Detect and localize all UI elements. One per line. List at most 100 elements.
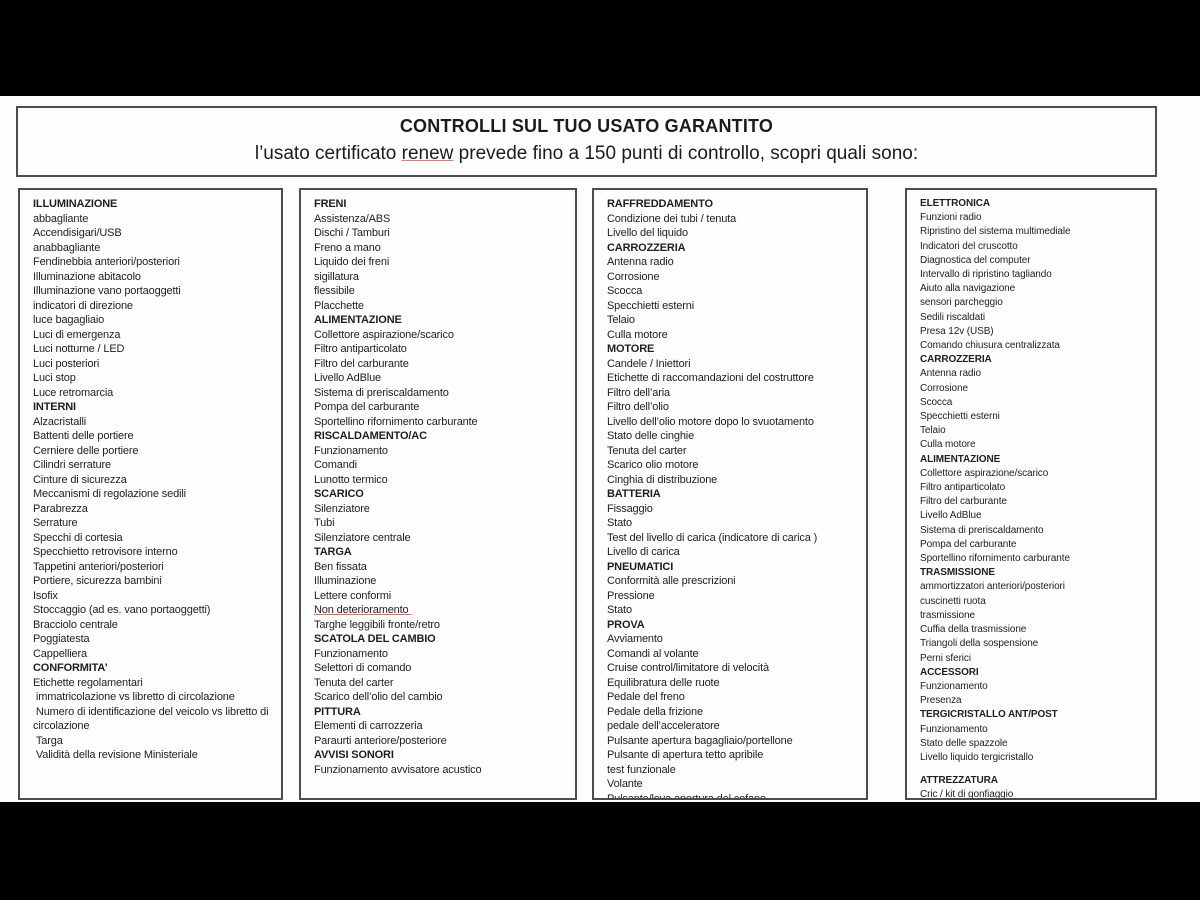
checklist-item: Sportellino rifornimento carburante — [314, 415, 478, 428]
checklist-item: Funzionamento — [920, 723, 988, 735]
checklist-item: Cilindri serrature — [33, 459, 111, 471]
checklist-item: Ben fissata — [314, 560, 367, 573]
section-header: SCARICO — [314, 488, 364, 500]
checklist-column-3: RAFFREDDAMENTO Condizione dei tubi / tenu… — [592, 188, 868, 800]
checklist-item: Filtro antiparticolato — [314, 343, 407, 355]
checklist-item: Filtro del carburante — [920, 496, 1007, 508]
checklist-item: flessibile — [314, 285, 355, 297]
checklist-item: Livello liquido tergicristallo — [920, 751, 1034, 763]
checklist-item: Corrosione — [607, 270, 660, 283]
checklist-item: Presa 12v (USB) — [920, 325, 994, 337]
checklist-item: Stato delle cinghie — [607, 430, 695, 442]
checklist-item: Placchette — [314, 299, 364, 312]
checklist-item: Culla motore — [607, 328, 668, 341]
section-header: TRASMISSIONE — [920, 567, 995, 579]
checklist-item: Pompa del carburante — [920, 538, 1017, 550]
checklist-item: Candele / Iniettori — [607, 357, 691, 370]
section-header: RISCALDAMENTO/AC — [314, 430, 427, 442]
checklist-item: trasmissione — [920, 609, 975, 621]
section-header: ALIMENTAZIONE — [920, 453, 1001, 465]
checklist-item: Pedale del freno — [607, 691, 685, 703]
checklist-item: Cric / kit di gonfiaggio — [920, 789, 1014, 800]
section-header: CARROZZERIA — [607, 241, 686, 254]
checklist-item: Sistema di preriscaldamento — [314, 386, 449, 399]
section-header: TARGA — [314, 546, 352, 558]
checklist-item: Luci stop — [33, 372, 76, 384]
checklist-item: Collettore aspirazione/scarico — [314, 328, 454, 341]
checklist-item: abbagliante — [33, 212, 89, 225]
checklist-item: Liquido dei freni — [314, 256, 390, 268]
section-header: FRENI — [314, 198, 347, 210]
section-header: ELETTRONICA — [920, 198, 991, 209]
checklist-item: Funzionamento — [314, 647, 388, 660]
checklist-item: Luci di emergenza — [33, 328, 121, 341]
checklist-item: anabbagliante — [33, 241, 101, 254]
checklist-item: Tappetini anteriori/posteriori — [33, 560, 164, 573]
checklist-item: Sistema di preriscaldamento — [920, 524, 1044, 536]
section-header: ILLUMINAZIONE — [33, 198, 118, 210]
checklist-item: sigillatura — [314, 270, 359, 283]
checklist-item: Volante — [607, 778, 643, 790]
checklist-item: Telaio — [920, 425, 946, 437]
checklist-item: Cinghia di distribuzione — [607, 473, 718, 486]
checklist-item: Indicatori del cruscotto — [920, 240, 1018, 252]
checklist-item: Elementi di carrozzeria — [314, 720, 423, 732]
checklist-item: Tubi — [314, 517, 335, 529]
checklist-item: Filtro dell’olio — [607, 401, 669, 413]
checklist-item: Livello di carica — [607, 546, 680, 558]
checklist-item: Sedili riscaldati — [920, 311, 985, 323]
checklist-item: Tenuta del carter — [607, 444, 687, 457]
checklist-item: Perni sferici — [920, 652, 971, 664]
checklist-item: Silenziatore centrale — [314, 531, 411, 544]
checklist-item: Pressione — [607, 589, 655, 602]
section-header: TERGICRISTALLO ANT/POST — [920, 709, 1058, 721]
checklist-item: Etichette di raccomandazioni del costrut… — [607, 372, 814, 384]
document-header-box: CONTROLLI SUL TUO USATO GARANTITO l’usat… — [16, 106, 1157, 177]
checklist-item: Bracciolo centrale — [33, 618, 118, 631]
checklist-item: Isofix — [33, 589, 58, 602]
checklist-item: Luci posteriori — [33, 357, 100, 370]
checklist-item: Livello del liquido — [607, 227, 688, 239]
checklist-item: Accendisigari/USB — [33, 227, 122, 239]
checklist-item: Stoccaggio (ad es. vano portaoggetti) — [33, 604, 211, 616]
checklist-item: Telaio — [607, 314, 635, 326]
section-header: RAFFREDDAMENTO — [607, 198, 713, 210]
checklist-item: Corrosione — [920, 382, 968, 394]
checklist-item: Pulsante/leva apertura del cofano — [607, 792, 766, 800]
checklist-item: Assistenza/ABS — [314, 212, 391, 225]
checklist-item: Stato — [607, 517, 632, 529]
checklist-item: Fendinebbia anteriori/posteriori — [33, 256, 180, 268]
checklist-item: Collettore aspirazione/scarico — [920, 467, 1049, 479]
checklist-item: Funzionamento — [920, 680, 988, 692]
checklist-item: Scarico olio motore — [607, 459, 699, 471]
checklist-item: Funzionamento avvisatore acustico — [314, 763, 482, 776]
checklist-item: Cuffia della trasmissione — [920, 624, 1027, 636]
checklist-item: Dischi / Tamburi — [314, 227, 390, 239]
checklist-item: Battenti delle portiere — [33, 430, 134, 442]
section-header: AVVISI SONORI — [314, 749, 394, 761]
checklist-item: Test del livello di carica (indicatore d… — [607, 531, 818, 544]
checklist-item: Sportellino rifornimento carburante — [920, 553, 1070, 565]
checklist-item: Etichette regolamentari — [33, 676, 143, 689]
checklist-item: Pulsante di apertura tetto apribile — [607, 749, 764, 761]
section-header: SCATOLA DEL CAMBIO — [314, 633, 436, 645]
checklist-item: sensori parcheggio — [920, 297, 1003, 309]
page-subtitle: l’usato certificato renew prevede fino a… — [18, 143, 1155, 165]
checklist-item: Intervallo di ripristino tagliando — [920, 269, 1052, 281]
blank-line — [920, 765, 1150, 774]
checklist-item: Filtro del carburante — [314, 357, 409, 370]
checklist-item: Stato — [607, 604, 632, 616]
checklist-item: Funzionamento — [314, 444, 388, 457]
checklist-item: Culla motore — [920, 439, 976, 451]
section-header: CARROZZERIA — [920, 354, 992, 366]
page-title: CONTROLLI SUL TUO USATO GARANTITO — [399, 116, 774, 136]
checklist-item: Specchietti esterni — [920, 411, 1000, 423]
checklist-item: Antenna radio — [920, 368, 981, 380]
section-header: PNEUMATICI — [607, 560, 674, 573]
section-header: PITTURA — [314, 705, 361, 718]
section-header: ALIMENTAZIONE — [314, 314, 402, 326]
checklist-item: Parabrezza — [33, 502, 88, 515]
checklist-item: Comandi — [314, 459, 357, 471]
checklist-item: Stato delle spazzole — [920, 737, 1008, 749]
